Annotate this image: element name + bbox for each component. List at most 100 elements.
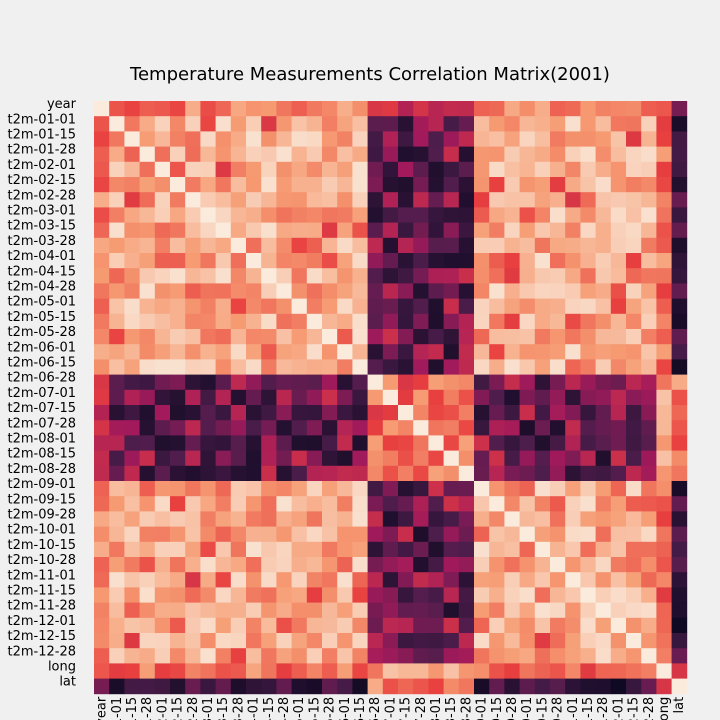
- heatmap-cell: [109, 496, 125, 512]
- heatmap-cell: [610, 420, 627, 436]
- x-tick-label: -08-01: [429, 697, 444, 720]
- heatmap-cell: [382, 587, 399, 603]
- heatmap-cell: [519, 405, 536, 421]
- x-tick-label: -01-01: [110, 697, 125, 720]
- heatmap-cell: [595, 526, 612, 543]
- heatmap-cell: [109, 207, 125, 223]
- heatmap-cell: [276, 602, 292, 619]
- heatmap-cell: [504, 602, 520, 619]
- heatmap-cell: [109, 450, 125, 467]
- heatmap-cell: [352, 253, 368, 269]
- heatmap-cell: [124, 678, 140, 695]
- heatmap-cell: [291, 617, 308, 634]
- heatmap-cell: [595, 131, 612, 147]
- heatmap-cell: [291, 450, 308, 467]
- heatmap-cell: [306, 101, 323, 117]
- heatmap-cell: [413, 435, 429, 451]
- heatmap-cell: [139, 572, 156, 588]
- heatmap-cell: [139, 663, 156, 679]
- x-tick-label: -12-28: [642, 697, 657, 720]
- heatmap-cell: [595, 602, 612, 619]
- heatmap-cell: [124, 541, 140, 558]
- heatmap-cell: [534, 572, 551, 588]
- heatmap-cell: [382, 648, 399, 664]
- heatmap-cell: [641, 648, 657, 664]
- heatmap-cell: [656, 268, 672, 284]
- heatmap-cell: [626, 101, 642, 117]
- heatmap-cell: [200, 344, 216, 360]
- heatmap-cell: [139, 192, 156, 208]
- heatmap-cell: [413, 420, 429, 436]
- heatmap-cell: [352, 617, 368, 634]
- heatmap-cell: [337, 161, 353, 178]
- heatmap-cell: [139, 617, 156, 634]
- heatmap-cell: [124, 146, 140, 163]
- heatmap-cell: [306, 177, 323, 193]
- heatmap-cell: [534, 344, 551, 360]
- heatmap-cell: [109, 161, 125, 178]
- heatmap-cell: [641, 344, 657, 360]
- heatmap-cell: [413, 101, 429, 117]
- heatmap-cell: [413, 329, 429, 345]
- y-tick-label: t2m-08-01: [8, 432, 77, 447]
- heatmap-cell: [291, 526, 308, 543]
- heatmap-cell: [428, 192, 444, 208]
- heatmap-cell: [428, 101, 444, 117]
- heatmap-cell: [154, 374, 171, 391]
- heatmap-cell: [489, 116, 505, 132]
- heatmap-cell: [474, 587, 490, 603]
- heatmap-cell: [154, 587, 171, 603]
- heatmap-cell: [276, 237, 292, 254]
- heatmap-cell: [489, 237, 505, 254]
- heatmap-cell: [610, 587, 627, 603]
- heatmap-cell: [580, 541, 596, 558]
- heatmap-cell: [398, 663, 414, 679]
- heatmap-cell: [641, 587, 657, 603]
- heatmap-cell: [200, 131, 216, 147]
- heatmap-cell: [170, 678, 186, 695]
- heatmap-cell: [94, 389, 110, 406]
- heatmap-cell: [276, 526, 292, 543]
- heatmap-cell: [154, 177, 171, 193]
- heatmap-cell: [626, 344, 642, 360]
- heatmap-cell: [185, 450, 201, 467]
- heatmap-cell: [185, 253, 201, 269]
- heatmap-cell: [489, 617, 505, 634]
- heatmap-cell: [185, 526, 201, 543]
- heatmap-cell: [306, 283, 323, 299]
- heatmap-cell: [595, 648, 612, 664]
- heatmap-cell: [109, 587, 125, 603]
- heatmap-cell: [246, 481, 262, 497]
- heatmap-cell: [428, 268, 444, 284]
- heatmap-cell: [458, 541, 475, 558]
- heatmap-cell: [352, 465, 368, 482]
- y-tick-label: t2m-12-28: [8, 644, 77, 659]
- heatmap-cell: [398, 359, 414, 375]
- heatmap-cell: [595, 192, 612, 208]
- heatmap-cell: [474, 526, 490, 543]
- heatmap-cell: [139, 496, 156, 512]
- x-tick-label: -10-01: [520, 697, 535, 720]
- heatmap-cell: [185, 420, 201, 436]
- heatmap-cell: [398, 587, 414, 603]
- heatmap-cell: [154, 435, 171, 451]
- heatmap-cell: [626, 374, 642, 391]
- heatmap-cell: [367, 344, 384, 360]
- heatmap-cell: [550, 465, 566, 482]
- y-tick-label: t2m-09-28: [8, 508, 77, 523]
- heatmap-cell: [474, 374, 490, 391]
- heatmap-cell: [626, 405, 642, 421]
- x-tick-label: -04-15: [262, 697, 277, 720]
- heatmap-cell: [337, 678, 353, 695]
- heatmap-cell: [474, 131, 490, 147]
- heatmap-cell: [610, 146, 627, 163]
- heatmap-cell: [443, 207, 460, 223]
- heatmap-cell: [200, 268, 216, 284]
- heatmap-cell: [489, 131, 505, 147]
- heatmap-cell: [215, 101, 232, 117]
- heatmap-cell: [550, 389, 566, 406]
- heatmap-cell: [504, 617, 520, 634]
- heatmap-cell: [595, 359, 612, 375]
- heatmap-cell: [413, 481, 429, 497]
- x-tick-label: -04-01: [247, 697, 262, 720]
